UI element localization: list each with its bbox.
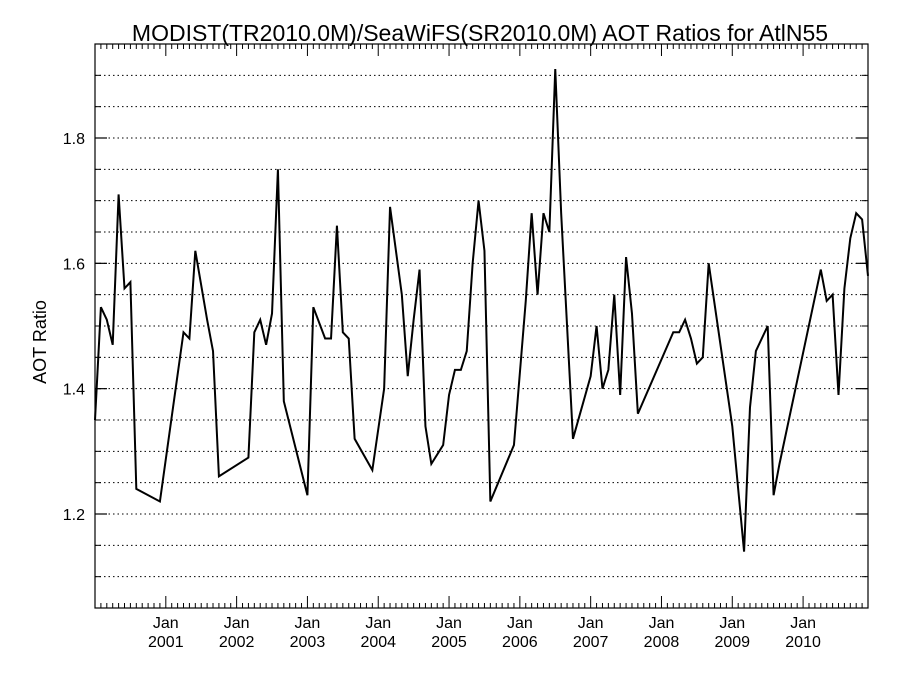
series-group [94, 69, 869, 552]
x-tick-year-label: 2002 [219, 634, 255, 651]
x-tick-month-label: Jan [153, 615, 179, 632]
x-tick-year-label: 2004 [360, 634, 396, 651]
y-axis-ticks: 1.2 1.4 1.6 1.8 [63, 74, 868, 578]
x-tick-month-label: Jan [719, 615, 745, 632]
x-tick-month-label: Jan [790, 615, 816, 632]
x-tick-month-label: Jan [224, 615, 250, 632]
x-tick-month-label: Jan [507, 615, 533, 632]
x-tick-year-label: 2003 [290, 634, 326, 651]
y-tick-label: 1.6 [63, 256, 85, 273]
x-axis-ticks: Jan 2001 Jan 2002 Jan 2003 Jan 2004 Jan 2005 Jan 20… [100, 44, 863, 651]
series-line [94, 69, 869, 552]
x-tick-month-label: Jan [436, 615, 462, 632]
x-tick-year-label: 2001 [148, 634, 184, 651]
x-tick-year-label: 2006 [502, 634, 538, 651]
x-tick-month-label: Jan [578, 615, 604, 632]
x-tick-year-label: 2007 [573, 634, 609, 651]
x-tick-month-label: Jan [295, 615, 321, 632]
y-axis-label: AOT Ratio [30, 300, 50, 384]
y-tick-label: 1.8 [63, 131, 85, 148]
x-tick-year-label: 2005 [431, 634, 467, 651]
x-tick-month-label: Jan [649, 615, 675, 632]
x-tick-year-label: 2009 [714, 634, 750, 651]
x-tick-year-label: 2008 [644, 634, 680, 651]
x-tick-month-label: Jan [365, 615, 391, 632]
chart-title: MODIST(TR2010.0M)/SeaWiFS(SR2010.0M) AOT… [132, 20, 828, 46]
x-tick-year-label: 2010 [785, 634, 821, 651]
gridlines [95, 74, 868, 578]
y-tick-label: 1.4 [63, 382, 85, 399]
y-tick-label: 1.2 [63, 507, 85, 524]
